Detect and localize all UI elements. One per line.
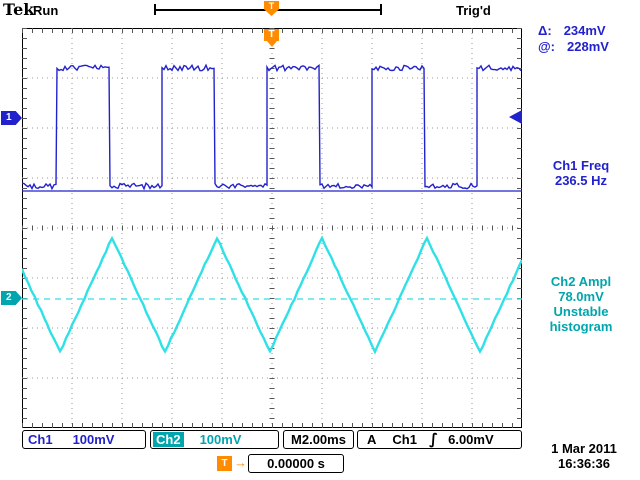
ch2-measure-value: 78.0mV <box>558 289 604 304</box>
cursor-delta-readout: Δ: 234mV <box>538 23 606 38</box>
trigger-source-label: Ch1 <box>392 432 417 447</box>
trigger-mode-label: A <box>367 432 377 447</box>
trigger-top-marker-icon: T <box>264 29 279 41</box>
trigger-top-marker-arrow-icon <box>267 41 277 47</box>
time-display: 16:36:36 <box>557 456 611 471</box>
trigger-position-marker-icon: T <box>264 1 279 16</box>
tek-logo: Tek <box>3 0 35 19</box>
channel2-marker-label: 2 <box>6 292 12 303</box>
trigger-delay-marker-icon: T <box>217 456 232 471</box>
trigger-position-readout: 0.00000 s <box>248 454 344 473</box>
waveform-display <box>20 28 524 428</box>
cursor-delta-value: 234mV <box>563 23 606 38</box>
acquisition-status: Run <box>33 3 59 18</box>
trigger-status: Trig'd <box>456 3 491 18</box>
ch2-label: Ch2 <box>153 432 184 447</box>
graticule-area <box>20 28 524 428</box>
channel1-marker-icon: 1 <box>1 111 22 125</box>
trigger-position-marker-label: T <box>268 1 275 11</box>
channel1-marker-label: 1 <box>6 112 12 123</box>
cursor-at-value: 228mV <box>567 39 609 54</box>
trigger-level-arrow-icon <box>509 110 522 124</box>
ch1-waveform <box>21 63 522 191</box>
trigger-level-value: 6.00mV <box>448 432 494 447</box>
timebase-readout: M2.00ms <box>283 430 354 449</box>
ch2-waveform <box>20 235 524 355</box>
ch1-measure-title: Ch1 Freq <box>552 158 610 173</box>
cursor-delta-label: Δ: <box>538 23 552 38</box>
trigger-readout: A Ch1 ∫ 6.00mV <box>357 430 522 449</box>
ch1-measure-value: 236.5 Hz <box>554 173 608 188</box>
channel2-marker-icon: 2 <box>1 291 22 305</box>
ch2-scale-readout: Ch2 100mV <box>150 430 279 449</box>
ch2-measure-note: histogram <box>549 319 613 334</box>
cursor-at-readout: @: 228mV <box>538 39 609 54</box>
ch2-measure-note: Unstable <box>553 304 609 319</box>
cursor-at-label: @: <box>538 39 556 54</box>
ch2-measure-title: Ch2 Ampl <box>550 274 612 289</box>
record-view-start-tick <box>154 4 156 15</box>
ch2-scale-value: 100mV <box>199 432 242 447</box>
rising-slope-icon: ∫ <box>428 430 439 448</box>
ch1-scale-value: 100mV <box>72 432 115 447</box>
ch1-label: Ch1 <box>28 432 53 447</box>
date-display: 1 Mar 2011 <box>551 441 617 456</box>
record-view-end-tick <box>380 4 382 15</box>
trigger-arrow-icon: → <box>234 455 247 470</box>
ch1-scale-readout: Ch1 100mV <box>22 430 146 449</box>
trigger-top-marker-label: T <box>268 29 275 40</box>
